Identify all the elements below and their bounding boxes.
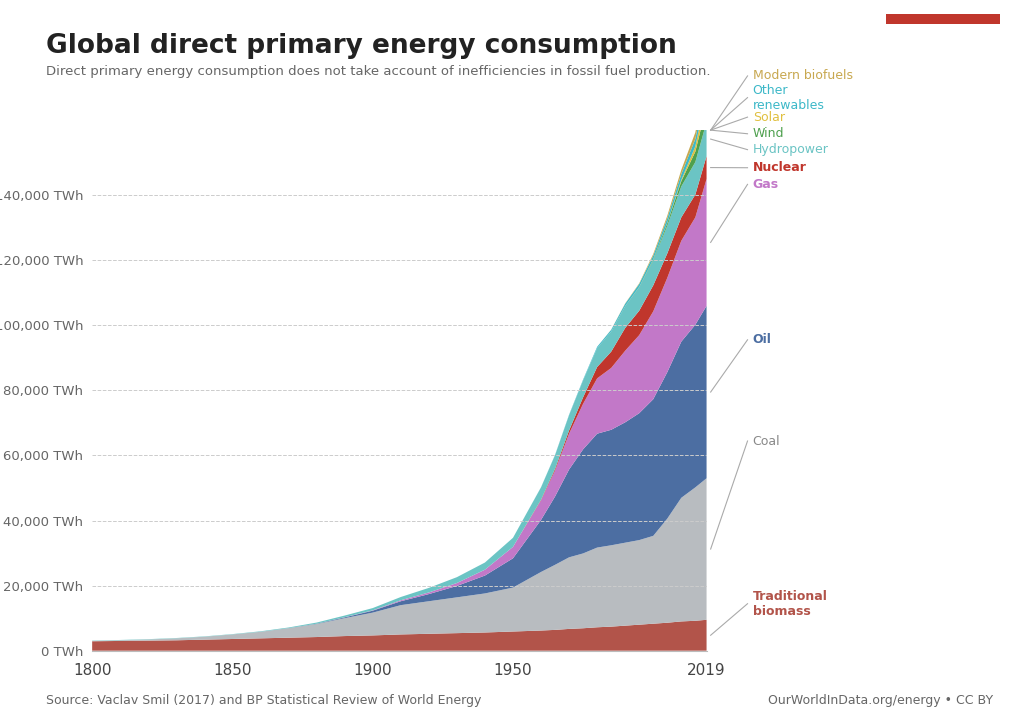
Text: Source: Vaclav Smil (2017) and BP Statistical Review of World Energy: Source: Vaclav Smil (2017) and BP Statis…	[46, 694, 481, 707]
Text: Gas: Gas	[753, 178, 779, 191]
Text: in Data: in Data	[921, 51, 966, 61]
Text: Nuclear: Nuclear	[753, 161, 807, 174]
Text: Direct primary energy consumption does not take account of inefficiencies in fos: Direct primary energy consumption does n…	[46, 65, 711, 78]
Text: Oil: Oil	[753, 333, 771, 346]
Text: Modern biofuels: Modern biofuels	[753, 69, 853, 82]
Text: OurWorldInData.org/energy • CC BY: OurWorldInData.org/energy • CC BY	[768, 694, 993, 707]
Text: Coal: Coal	[753, 435, 780, 448]
Text: Hydropower: Hydropower	[753, 143, 828, 156]
Text: Wind: Wind	[753, 127, 784, 140]
Text: Traditional
biomass: Traditional biomass	[753, 590, 827, 617]
Bar	[886, 14, 1000, 24]
Text: Other
renewables: Other renewables	[753, 84, 824, 111]
Text: Our World: Our World	[911, 34, 975, 44]
Text: Solar: Solar	[753, 111, 784, 124]
Text: Global direct primary energy consumption: Global direct primary energy consumption	[46, 33, 677, 59]
